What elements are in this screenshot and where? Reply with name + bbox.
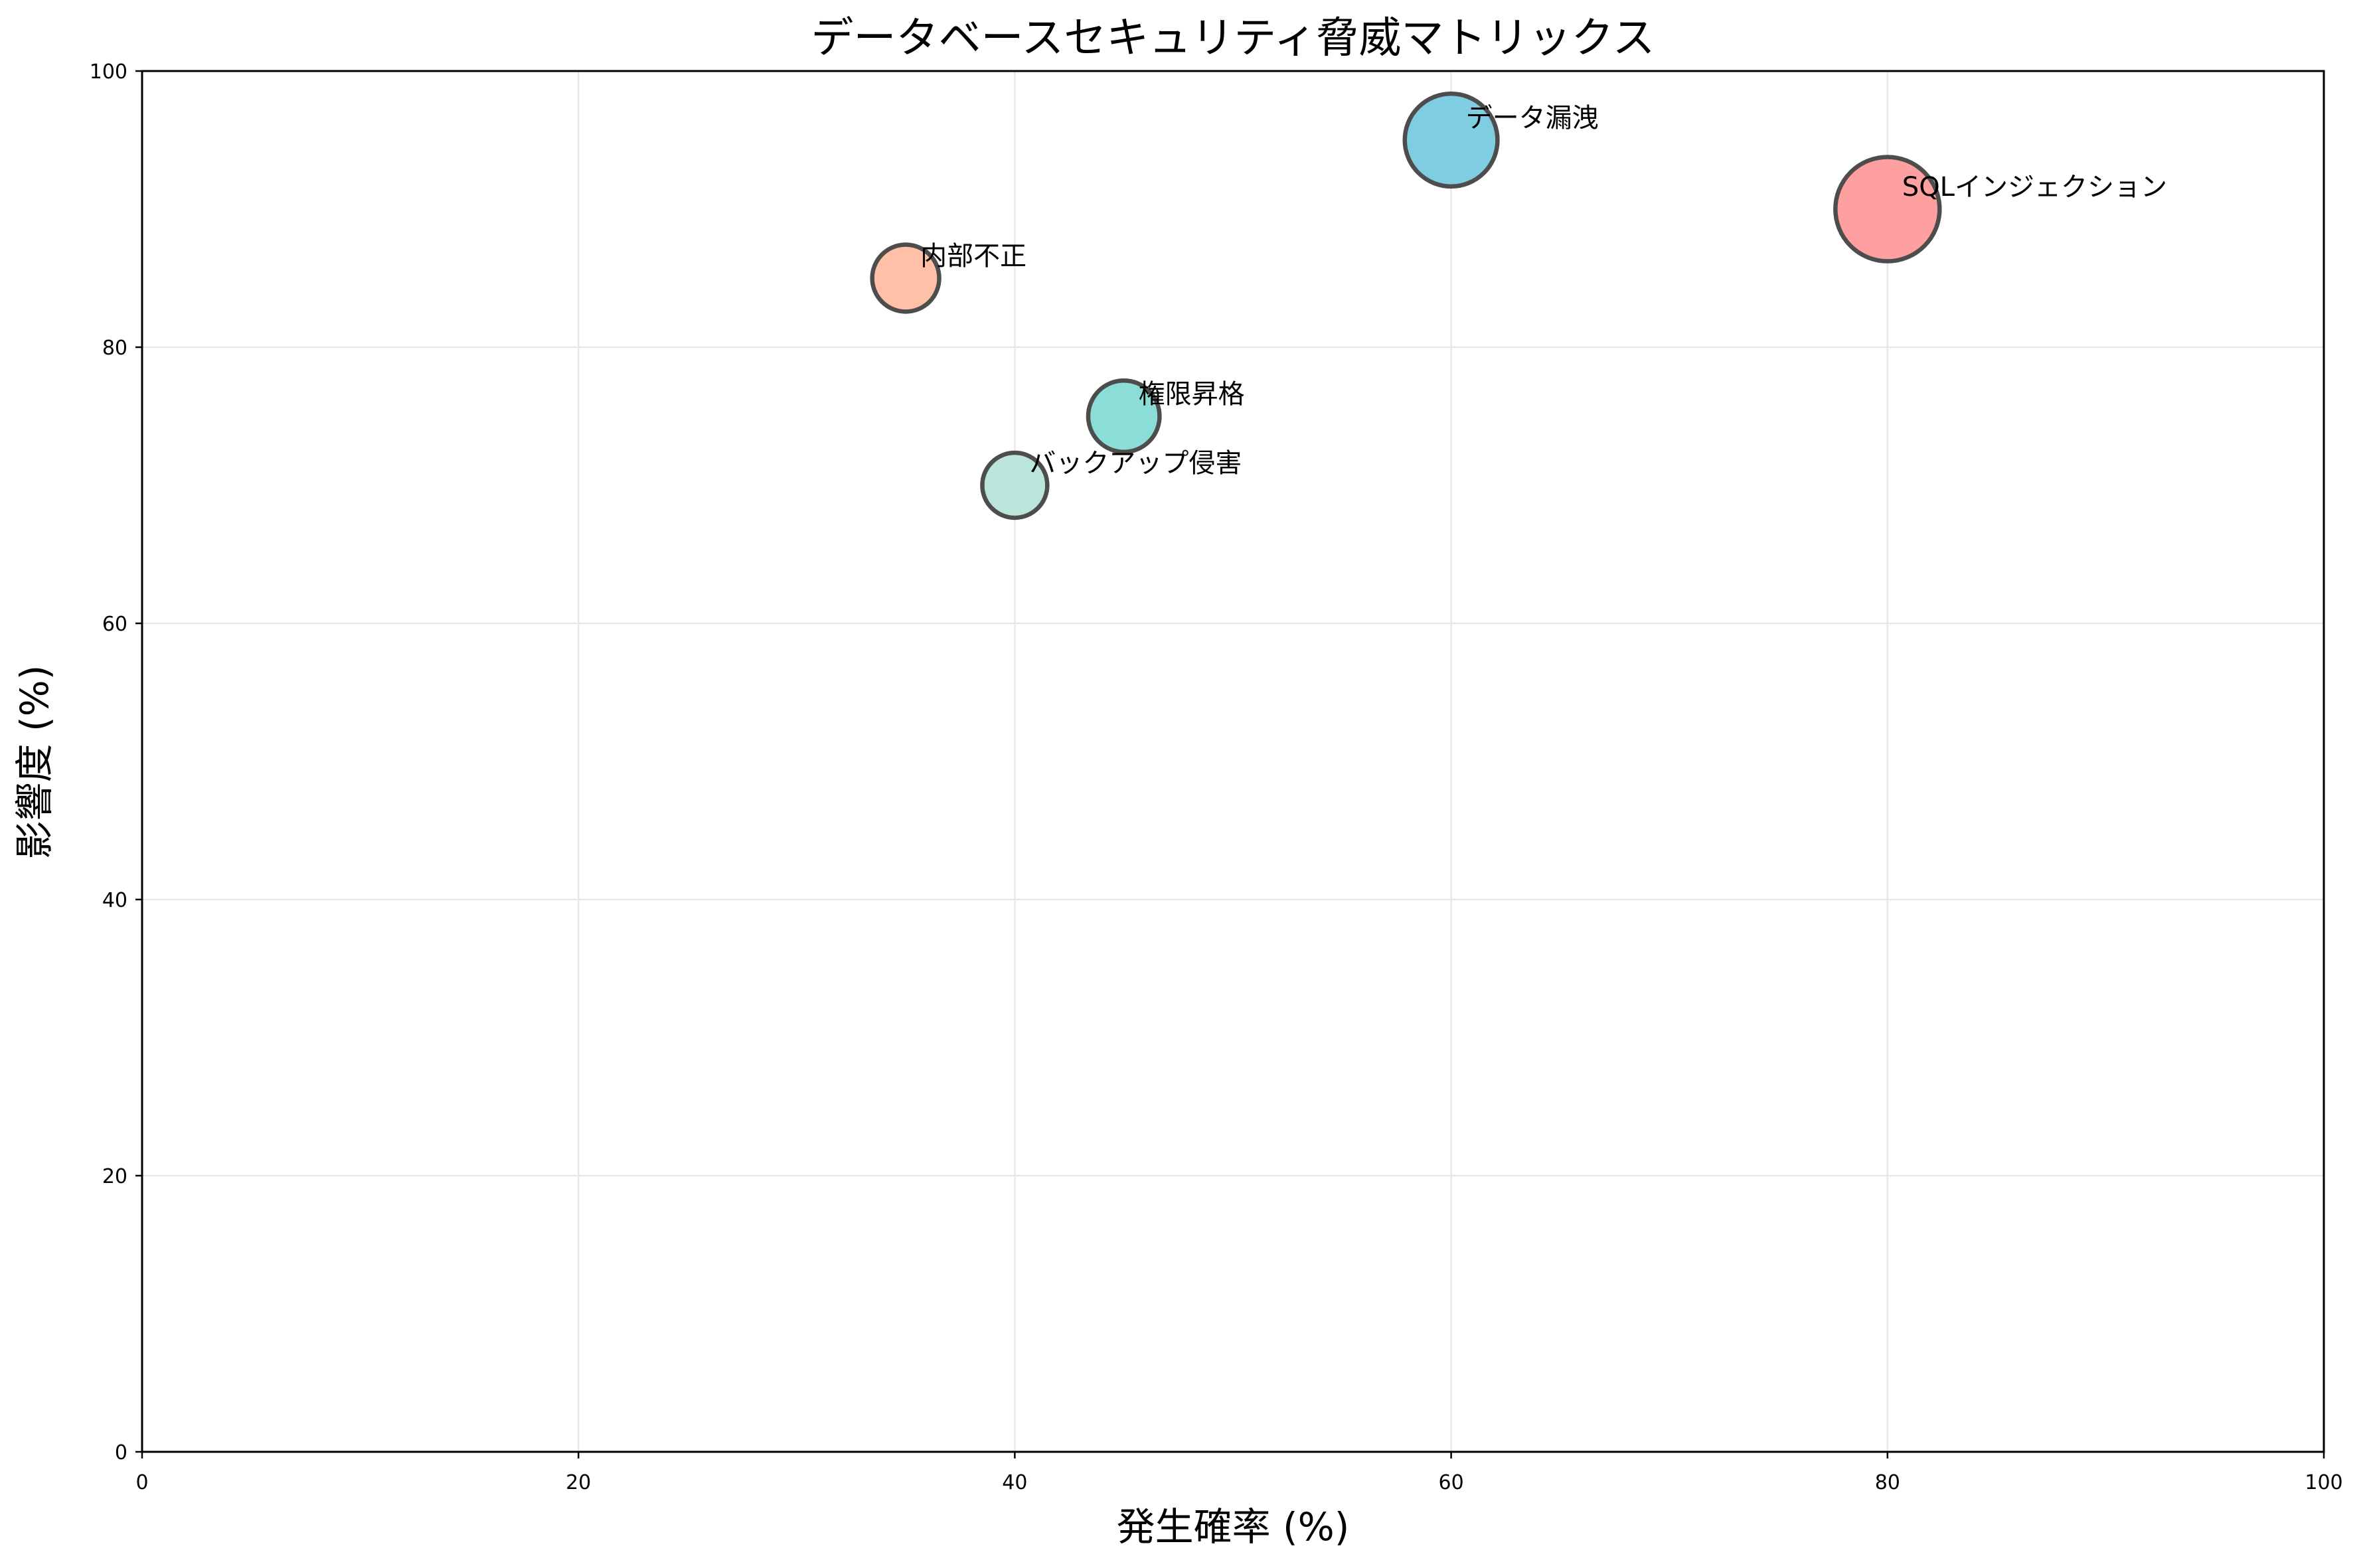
- bubble-marker: [1402, 91, 1500, 189]
- bubble-series: [870, 91, 1942, 520]
- x-tick-label: 80: [1875, 1471, 1900, 1494]
- x-tick-label: 60: [1439, 1471, 1464, 1494]
- bubble-label: SQLインジェクション: [1902, 172, 2167, 202]
- x-tick-label: 40: [1002, 1471, 1027, 1494]
- y-axis: 0 20 40 60 80 100: [90, 60, 142, 1464]
- y-tick-label: 100: [90, 60, 127, 84]
- bubble-label: 権限昇格: [1139, 379, 1245, 410]
- y-tick-label: 40: [102, 889, 127, 912]
- y-tick-label: 60: [102, 613, 127, 636]
- y-axis-label: 影響度 (%): [12, 665, 57, 860]
- bubble-marker: [1833, 155, 1942, 264]
- y-tick-label: 80: [102, 337, 127, 360]
- x-axis-label: 発生確率 (%): [1117, 1504, 1350, 1549]
- chart-title: データベースセキュリティ脅威マトリックス: [811, 14, 1655, 63]
- y-tick-label: 20: [102, 1165, 127, 1188]
- bubble-label: データ漏洩: [1466, 103, 1599, 133]
- x-axis: 0 20 40 60 80 100: [135, 1452, 2343, 1494]
- bubble-label: 内部不正: [920, 241, 1026, 272]
- x-tick-label: 20: [566, 1471, 591, 1494]
- y-tick-label: 0: [115, 1441, 127, 1464]
- bubble-marker: [980, 450, 1050, 520]
- x-tick-label: 0: [135, 1471, 148, 1494]
- plot-frame: [141, 70, 2325, 1453]
- bubble-label: バックアップ侵害: [1029, 448, 1242, 479]
- x-tick-label: 100: [2305, 1471, 2342, 1494]
- bubble-marker: [1086, 378, 1162, 454]
- bubble-marker: [870, 242, 941, 314]
